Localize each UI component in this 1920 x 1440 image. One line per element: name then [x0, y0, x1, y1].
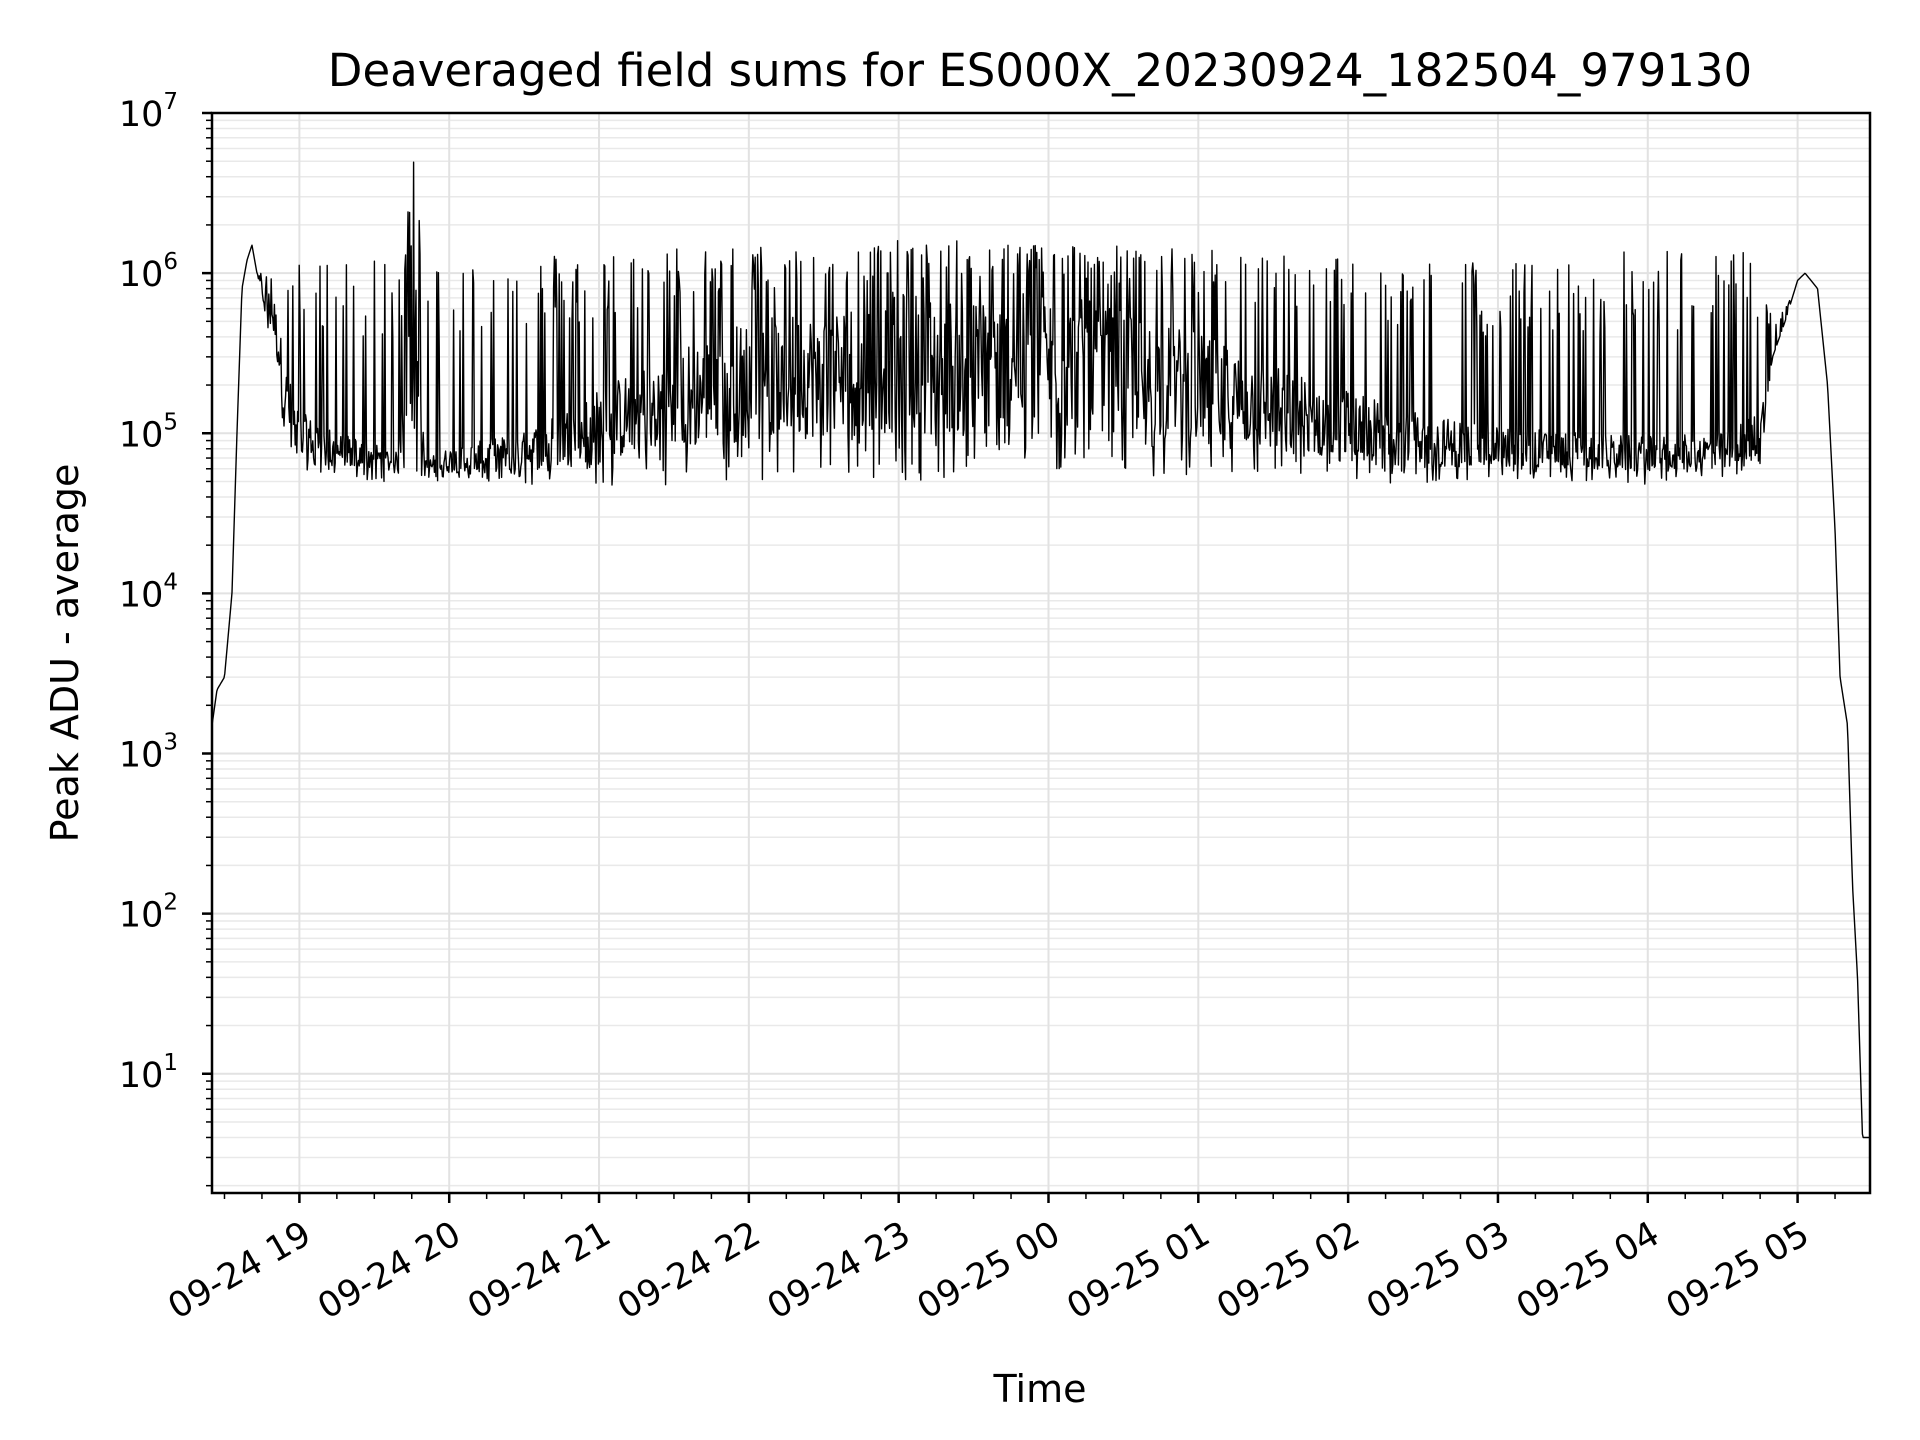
y-tick-base: 10: [119, 1056, 164, 1096]
series-line: [211, 161, 1870, 1139]
y-tick-base: 10: [119, 95, 164, 135]
y-tick-exponent: 4: [163, 569, 178, 595]
y-tick-base: 10: [119, 255, 164, 295]
y-tick-label: 105: [119, 409, 178, 455]
y-tick-exponent: 2: [163, 890, 178, 916]
y-tick-label: 101: [119, 1050, 178, 1096]
y-tick-label: 106: [119, 249, 178, 295]
series-layer: [211, 161, 1870, 1139]
y-tick-label: 104: [119, 569, 178, 615]
y-tick-label: 107: [119, 89, 178, 135]
y-tick-exponent: 7: [163, 89, 178, 115]
y-tick-exponent: 3: [163, 730, 178, 756]
plot-frame: [210, 111, 1872, 1195]
y-tick-label: 103: [119, 730, 178, 776]
y-tick-base: 10: [119, 415, 164, 455]
y-tick-exponent: 6: [163, 249, 178, 275]
y-tick-label: 102: [119, 890, 178, 936]
y-tick-base: 10: [119, 896, 164, 936]
y-tick-base: 10: [119, 736, 164, 776]
x-axis-label: Time: [993, 1367, 1087, 1411]
grid: [212, 112, 1870, 1193]
chart-title: Deaveraged field sums for ES000X_2023092…: [328, 44, 1752, 97]
y-tick-base: 10: [119, 575, 164, 615]
y-tick-exponent: 5: [163, 409, 178, 435]
y-axis-label: Peak ADU - average: [43, 464, 87, 843]
axis-ticks: [202, 111, 1836, 1203]
y-tick-exponent: 1: [163, 1050, 178, 1076]
